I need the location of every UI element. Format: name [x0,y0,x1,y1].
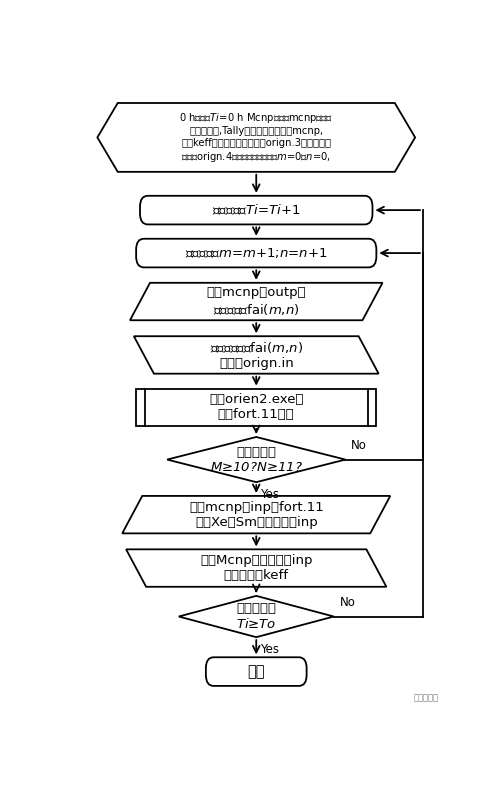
Text: 打开mcnp的inp，fort.11
把：Xe、Sm的浓度加入inp: 打开mcnp的inp，fort.11 把：Xe、Sm的浓度加入inp [189,501,324,529]
Text: 空间步长：
$M$≥10?$N$≥11?: 空间步长： $M$≥10?$N$≥11? [210,445,303,473]
Text: 美满下载站: 美满下载站 [414,693,438,702]
FancyBboxPatch shape [136,239,376,268]
Polygon shape [179,596,334,637]
Text: No: No [340,597,355,610]
Polygon shape [134,336,378,373]
Polygon shape [126,549,386,587]
Text: 运行orien2.exe，
生成fort.11文件: 运行orien2.exe， 生成fort.11文件 [209,393,304,421]
Text: Yes: Yes [260,488,280,501]
Bar [136,388,376,426]
Polygon shape [130,283,382,320]
Text: 时间步长：$Ti$=$Ti$+1: 时间步长：$Ti$=$Ti$+1 [212,203,300,217]
Polygon shape [98,103,415,172]
Text: 把开堆时间和fai($m$,$n$)
追加到orign.in: 把开堆时间和fai($m$,$n$) 追加到orign.in [210,340,303,370]
FancyBboxPatch shape [140,195,372,224]
Text: 时间步长：
$Ti$≥$To$: 时间步长： $Ti$≥$To$ [236,602,277,631]
Text: No: No [351,440,367,453]
Text: 结束: 结束 [248,664,265,679]
Text: 空间步长：$m$=$m$+1;$n$=$n$+1: 空间步长：$m$=$m$+1;$n$=$n$+1 [185,246,328,260]
Text: 打开mcnp的outp，
从中读取：fai($m$,$n$): 打开mcnp的outp， 从中读取：fai($m$,$n$) [206,286,306,316]
FancyBboxPatch shape [206,658,306,686]
Text: Yes: Yes [260,642,280,656]
Text: 运行Mcnp，生成新的inp
文件，记录keff: 运行Mcnp，生成新的inp 文件，记录keff [200,554,312,582]
Polygon shape [122,496,390,533]
Text: 0 h时刻：$Ti$=0 h Mcnp：准备mcnp几何，
时刻的材料,Tally计数的方式。运行mcnp,
记录keff，生成每个栅元截面orign.3，制作: 0 h时刻：$Ti$=0 h Mcnp：准备mcnp几何， 时刻的材料,Tall… [179,111,334,164]
Polygon shape [167,437,346,482]
